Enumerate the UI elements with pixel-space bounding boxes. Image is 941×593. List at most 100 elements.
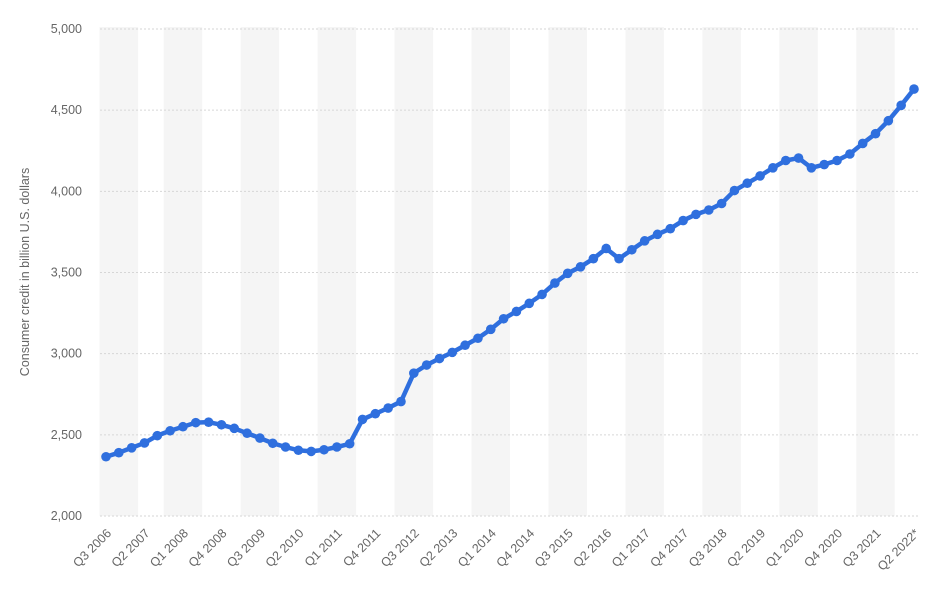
data-point: [870, 128, 881, 139]
data-point: [665, 223, 676, 234]
data-point: [639, 236, 650, 246]
data-point: [396, 396, 406, 407]
data-point: [101, 451, 111, 462]
data-point: [126, 443, 137, 453]
data-point: [588, 253, 599, 264]
data-point: [729, 185, 740, 196]
data-point: [267, 438, 278, 449]
data-point: [357, 414, 368, 425]
data-point: [550, 278, 560, 288]
column-band: [163, 27, 203, 516]
data-point: [896, 100, 906, 111]
x-tick-label: Q2 2022*: [875, 526, 922, 573]
data-point: [819, 159, 830, 170]
data-point: [883, 115, 894, 126]
data-point: [678, 215, 688, 226]
x-tick-label: Q1 2008: [147, 526, 191, 570]
data-point: [255, 433, 265, 443]
column-band: [702, 27, 741, 516]
alternating-column-bands: [99, 27, 895, 516]
data-point: [909, 84, 919, 94]
x-tick-label: Q2 2016: [570, 526, 614, 570]
data-point: [562, 268, 573, 279]
x-tick-label: Q4 2014: [494, 526, 538, 570]
y-tick-label: 2,500: [51, 428, 82, 442]
data-point: [434, 353, 445, 364]
x-tick-label: Q4 2017: [647, 526, 691, 570]
data-point: [473, 333, 483, 344]
data-point: [242, 428, 252, 439]
data-point: [139, 438, 150, 448]
data-point: [755, 171, 765, 181]
data-point: [652, 229, 663, 240]
column-band: [779, 27, 818, 516]
x-tick-label: Q2 2010: [263, 526, 307, 570]
x-tick-label: Q4 2020: [801, 526, 845, 570]
data-point: [190, 417, 201, 428]
x-tick-label: Q3 2012: [378, 526, 422, 570]
data-point: [832, 155, 842, 166]
x-tick-label: Q3 2015: [532, 526, 576, 570]
data-point: [165, 425, 175, 436]
data-point: [845, 149, 855, 159]
data-point: [857, 138, 868, 149]
data-point: [703, 205, 714, 215]
data-point: [691, 209, 701, 220]
x-tick-label: Q3 2006: [70, 526, 114, 570]
data-point: [742, 178, 753, 189]
data-point: [511, 306, 522, 317]
data-point: [370, 408, 381, 419]
y-axis-tick-labels: 2,000 2,500 3,000 3,500 4,000 4,500 5,000: [51, 22, 82, 523]
y-tick-label: 4,500: [51, 103, 82, 117]
data-point: [716, 198, 727, 209]
data-point: [203, 417, 214, 427]
y-tick-label: 3,500: [51, 266, 82, 280]
data-point: [152, 430, 163, 441]
x-tick-label: Q3 2009: [224, 526, 268, 570]
data-point: [306, 446, 317, 457]
series-line: [103, 86, 917, 459]
data-point: [319, 444, 329, 455]
data-point: [601, 243, 611, 254]
column-band: [625, 27, 664, 516]
data-point: [114, 447, 124, 458]
x-tick-label: Q1 2011: [302, 526, 345, 569]
data-point: [806, 162, 817, 173]
x-tick-label: Q4 2011: [340, 526, 383, 569]
series-points: [101, 84, 919, 462]
x-tick-label: Q2 2013: [417, 526, 461, 570]
column-band: [99, 27, 139, 516]
data-point: [383, 403, 393, 413]
data-point: [614, 253, 624, 264]
data-point: [793, 153, 804, 163]
y-tick-label: 5,000: [51, 22, 82, 36]
y-axis-title: Consumer credit in billion U.S. dollars: [18, 168, 32, 376]
data-point: [293, 445, 304, 456]
data-point: [627, 244, 637, 255]
data-point: [537, 289, 547, 300]
data-point: [498, 313, 509, 324]
data-point: [485, 324, 496, 335]
x-tick-label: Q4 2008: [186, 526, 230, 570]
column-band: [471, 27, 510, 516]
data-point: [575, 262, 586, 272]
data-point: [768, 162, 778, 173]
data-point: [280, 442, 291, 452]
y-tick-label: 2,000: [51, 509, 82, 523]
data-point: [178, 421, 188, 432]
x-tick-label: Q3 2018: [686, 526, 730, 570]
column-band: [856, 27, 895, 516]
data-point: [216, 419, 227, 430]
data-point: [344, 438, 355, 449]
y-tick-label: 4,000: [51, 184, 82, 198]
x-tick-label: Q1 2017: [609, 526, 653, 570]
x-tick-label: Q1 2014: [455, 526, 499, 570]
data-point: [524, 298, 535, 309]
x-tick-label: Q2 2019: [724, 526, 768, 570]
data-point: [229, 423, 240, 434]
data-point: [780, 155, 791, 166]
data-point: [409, 368, 419, 378]
x-tick-label: Q1 2020: [763, 526, 807, 570]
